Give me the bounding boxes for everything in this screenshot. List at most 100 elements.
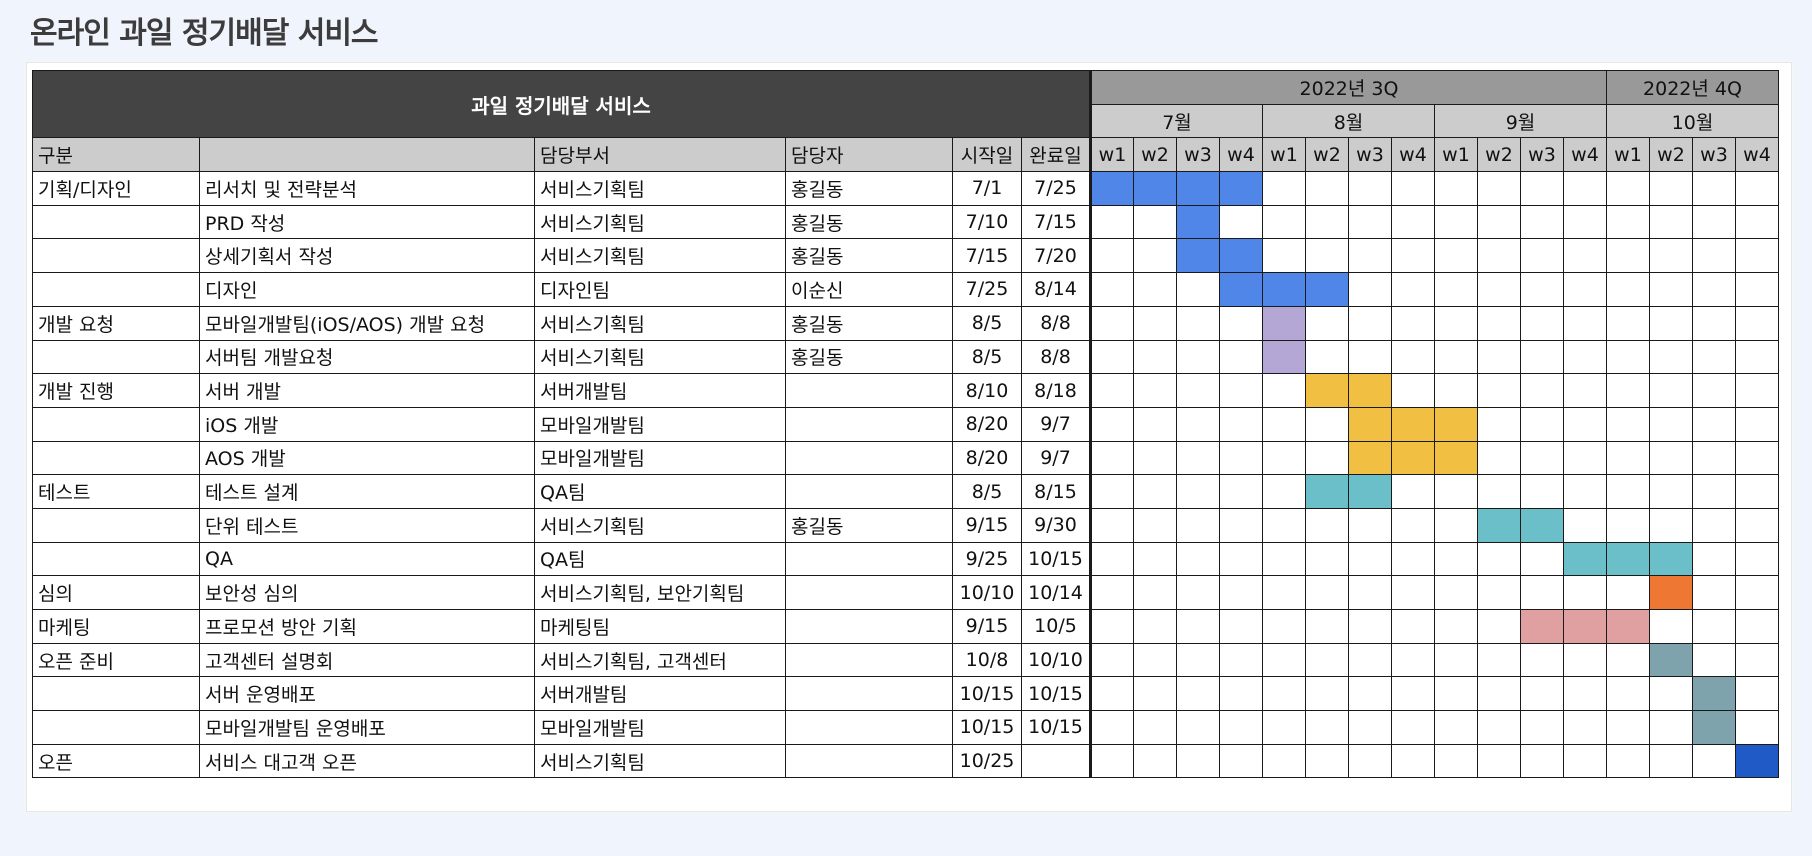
- gantt-empty-cell[interactable]: [1176, 440, 1220, 476]
- gantt-empty-cell[interactable]: [1262, 474, 1306, 509]
- gantt-empty-cell[interactable]: [1735, 440, 1779, 476]
- department-cell[interactable]: 서비스기획팀: [534, 743, 786, 779]
- gantt-empty-cell[interactable]: [1176, 575, 1220, 610]
- gantt-empty-cell[interactable]: [1520, 642, 1564, 678]
- task-cell[interactable]: 모바일개발팀 운영배포: [199, 710, 535, 745]
- gantt-empty-cell[interactable]: [1133, 609, 1177, 644]
- gantt-bar-cell[interactable]: [1606, 609, 1650, 644]
- gantt-empty-cell[interactable]: [1133, 440, 1177, 476]
- gantt-empty-cell[interactable]: [1219, 440, 1263, 476]
- task-cell[interactable]: PRD 작성: [199, 204, 535, 240]
- gantt-empty-cell[interactable]: [1649, 474, 1693, 509]
- gantt-empty-cell[interactable]: [1520, 272, 1564, 307]
- gantt-empty-cell[interactable]: [1089, 204, 1134, 240]
- gantt-bar-cell[interactable]: [1089, 171, 1134, 206]
- gantt-empty-cell[interactable]: [1348, 339, 1392, 375]
- gantt-empty-cell[interactable]: [1391, 204, 1435, 240]
- task-cell[interactable]: iOS 개발: [199, 406, 535, 442]
- gantt-empty-cell[interactable]: [1391, 171, 1435, 206]
- gantt-empty-cell[interactable]: [1692, 406, 1736, 442]
- gantt-empty-cell[interactable]: [1735, 339, 1779, 375]
- gantt-empty-cell[interactable]: [1219, 743, 1263, 779]
- gantt-empty-cell[interactable]: [1692, 305, 1736, 341]
- gantt-empty-cell[interactable]: [1563, 440, 1607, 476]
- owner-cell[interactable]: [785, 373, 953, 408]
- gantt-empty-cell[interactable]: [1348, 238, 1392, 274]
- gantt-empty-cell[interactable]: [1262, 373, 1306, 408]
- gantt-bar-cell[interactable]: [1348, 406, 1392, 442]
- gantt-empty-cell[interactable]: [1692, 541, 1736, 577]
- gantt-bar-cell[interactable]: [1262, 305, 1306, 341]
- category-cell[interactable]: [32, 238, 200, 274]
- gantt-empty-cell[interactable]: [1391, 642, 1435, 678]
- gantt-empty-cell[interactable]: [1434, 204, 1478, 240]
- start-date-cell[interactable]: 8/5: [952, 339, 1022, 375]
- gantt-empty-cell[interactable]: [1563, 339, 1607, 375]
- gantt-empty-cell[interactable]: [1477, 710, 1521, 745]
- gantt-bar-cell[interactable]: [1305, 373, 1349, 408]
- end-date-cell[interactable]: 10/10: [1021, 642, 1091, 678]
- gantt-empty-cell[interactable]: [1606, 305, 1650, 341]
- gantt-empty-cell[interactable]: [1434, 609, 1478, 644]
- start-date-cell[interactable]: 9/25: [952, 541, 1022, 577]
- gantt-empty-cell[interactable]: [1563, 710, 1607, 745]
- gantt-empty-cell[interactable]: [1305, 204, 1349, 240]
- department-cell[interactable]: 모바일개발팀: [534, 440, 786, 476]
- gantt-empty-cell[interactable]: [1305, 710, 1349, 745]
- gantt-empty-cell[interactable]: [1520, 171, 1564, 206]
- category-cell[interactable]: 개발 진행: [32, 373, 200, 408]
- gantt-bar-cell[interactable]: [1520, 609, 1564, 644]
- start-date-cell[interactable]: 7/1: [952, 171, 1022, 206]
- gantt-empty-cell[interactable]: [1133, 339, 1177, 375]
- gantt-empty-cell[interactable]: [1606, 204, 1650, 240]
- gantt-empty-cell[interactable]: [1649, 406, 1693, 442]
- task-cell[interactable]: 테스트 설계: [199, 474, 535, 509]
- gantt-empty-cell[interactable]: [1606, 575, 1650, 610]
- gantt-bar-cell[interactable]: [1348, 440, 1392, 476]
- category-cell[interactable]: 오픈: [32, 743, 200, 779]
- gantt-empty-cell[interactable]: [1606, 743, 1650, 779]
- category-cell[interactable]: [32, 406, 200, 442]
- gantt-empty-cell[interactable]: [1735, 474, 1779, 509]
- gantt-empty-cell[interactable]: [1391, 609, 1435, 644]
- gantt-empty-cell[interactable]: [1348, 609, 1392, 644]
- gantt-empty-cell[interactable]: [1563, 507, 1607, 543]
- owner-cell[interactable]: 홍길동: [785, 238, 953, 274]
- gantt-empty-cell[interactable]: [1434, 238, 1478, 274]
- gantt-empty-cell[interactable]: [1520, 710, 1564, 745]
- gantt-bar-cell[interactable]: [1735, 743, 1779, 779]
- end-date-cell[interactable]: 8/14: [1021, 272, 1091, 307]
- gantt-bar-cell[interactable]: [1649, 642, 1693, 678]
- gantt-empty-cell[interactable]: [1348, 743, 1392, 779]
- gantt-empty-cell[interactable]: [1606, 474, 1650, 509]
- gantt-empty-cell[interactable]: [1391, 541, 1435, 577]
- gantt-empty-cell[interactable]: [1735, 609, 1779, 644]
- gantt-empty-cell[interactable]: [1262, 204, 1306, 240]
- gantt-empty-cell[interactable]: [1262, 238, 1306, 274]
- gantt-empty-cell[interactable]: [1305, 238, 1349, 274]
- gantt-empty-cell[interactable]: [1735, 575, 1779, 610]
- owner-cell[interactable]: [785, 474, 953, 509]
- category-cell[interactable]: [32, 541, 200, 577]
- gantt-empty-cell[interactable]: [1391, 305, 1435, 341]
- gantt-empty-cell[interactable]: [1434, 272, 1478, 307]
- department-cell[interactable]: QA팀: [534, 474, 786, 509]
- department-cell[interactable]: 서비스기획팀, 고객센터: [534, 642, 786, 678]
- gantt-empty-cell[interactable]: [1434, 507, 1478, 543]
- end-date-cell[interactable]: 9/7: [1021, 440, 1091, 476]
- owner-cell[interactable]: 홍길동: [785, 339, 953, 375]
- gantt-empty-cell[interactable]: [1606, 710, 1650, 745]
- gantt-empty-cell[interactable]: [1606, 171, 1650, 206]
- gantt-empty-cell[interactable]: [1649, 204, 1693, 240]
- start-date-cell[interactable]: 10/10: [952, 575, 1022, 610]
- gantt-empty-cell[interactable]: [1520, 204, 1564, 240]
- gantt-bar-cell[interactable]: [1692, 710, 1736, 745]
- gantt-empty-cell[interactable]: [1089, 305, 1134, 341]
- gantt-empty-cell[interactable]: [1520, 743, 1564, 779]
- gantt-empty-cell[interactable]: [1477, 642, 1521, 678]
- owner-cell[interactable]: [785, 440, 953, 476]
- gantt-empty-cell[interactable]: [1262, 743, 1306, 779]
- gantt-empty-cell[interactable]: [1089, 609, 1134, 644]
- owner-cell[interactable]: 홍길동: [785, 507, 953, 543]
- gantt-empty-cell[interactable]: [1477, 204, 1521, 240]
